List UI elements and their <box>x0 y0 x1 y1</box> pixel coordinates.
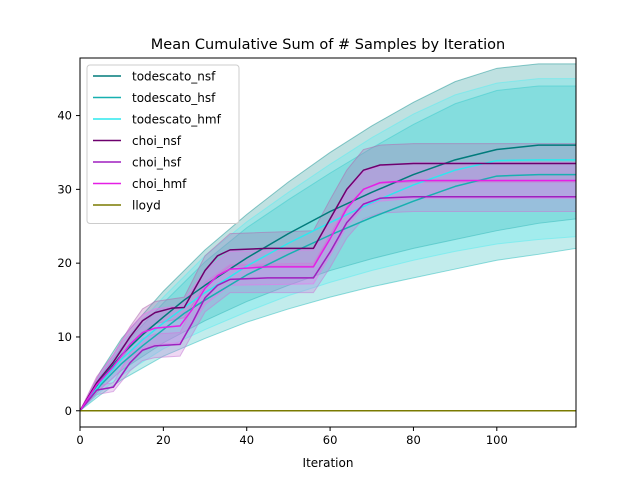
line-choi-hsf <box>80 195 576 412</box>
band-choi-nsf <box>80 143 576 412</box>
y-tick-label-20: 20 <box>57 256 72 270</box>
x-axis: 0 20 40 60 80 100 <box>76 427 508 447</box>
line-todescato-nsf <box>80 144 576 412</box>
y-tick-label-30: 30 <box>57 182 72 196</box>
x-axis-label: Iteration <box>303 456 354 470</box>
line-choi-nsf <box>80 162 576 412</box>
legend-label-todescato-nsf: todescato_nsf <box>132 70 216 84</box>
x-tick-label-100: 100 <box>486 433 508 447</box>
x-tick-label-0: 0 <box>76 433 83 447</box>
legend-label-choi-hmf: choi_hmf <box>132 177 187 191</box>
y-axis: 0 10 20 30 40 <box>57 109 80 418</box>
y-tick-label-10: 10 <box>57 330 72 344</box>
x-tick-label-40: 40 <box>239 433 254 447</box>
legend-box <box>86 64 240 224</box>
y-tick-label-0: 0 <box>65 404 72 418</box>
legend-label-todescato-hsf: todescato_hsf <box>132 91 216 105</box>
band-todescato-nsf <box>80 63 576 412</box>
chart-title: Mean Cumulative Sum of # Samples by Iter… <box>151 37 505 53</box>
legend: todescato_nsf todescato_hsf todescato_hmfc… <box>86 64 240 224</box>
legend-label-choi-nsf: choi_nsf <box>132 134 182 148</box>
legend-label-choi-hsf: choi_hsf <box>132 156 182 170</box>
line-choi-hmf <box>80 179 576 412</box>
x-tick-label-20: 20 <box>156 433 171 447</box>
legend-label-todescato-hmf: todescato_hmf <box>132 113 222 127</box>
y-tick-label-40: 40 <box>57 109 72 123</box>
plot-area <box>79 57 577 428</box>
band-choi-hmf <box>80 162 576 412</box>
x-tick-label-60: 60 <box>323 433 338 447</box>
line-todescato-hmf <box>80 159 576 412</box>
plot-frame <box>79 57 577 428</box>
x-tick-label-80: 80 <box>406 433 421 447</box>
legend-label-lloyd: lloyd <box>132 199 161 213</box>
series-lines <box>80 144 576 412</box>
